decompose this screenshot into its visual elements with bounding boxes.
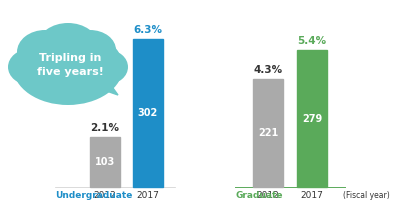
Ellipse shape <box>17 30 73 74</box>
Bar <box>253 79 283 187</box>
Text: 2.1%: 2.1% <box>91 123 120 132</box>
Bar <box>297 50 327 187</box>
Polygon shape <box>95 77 118 95</box>
Text: 6.3%: 6.3% <box>133 25 162 35</box>
Bar <box>133 39 163 187</box>
Ellipse shape <box>88 50 128 84</box>
Text: 2017: 2017 <box>301 191 324 200</box>
Text: 103: 103 <box>95 157 115 167</box>
Text: Tripling in
five years!: Tripling in five years! <box>36 53 103 77</box>
Text: 4.3%: 4.3% <box>253 65 283 75</box>
Text: 279: 279 <box>302 114 322 124</box>
Text: 302: 302 <box>138 108 158 118</box>
Text: 221: 221 <box>258 128 278 138</box>
Ellipse shape <box>28 66 72 98</box>
Ellipse shape <box>64 30 116 70</box>
Bar <box>90 137 120 187</box>
Ellipse shape <box>13 29 123 105</box>
Text: Undergraduate: Undergraduate <box>55 191 132 200</box>
Text: Graduate: Graduate <box>235 191 282 200</box>
Ellipse shape <box>68 67 108 97</box>
Ellipse shape <box>38 23 98 67</box>
Text: 2017: 2017 <box>137 191 160 200</box>
Text: 2012: 2012 <box>257 191 279 200</box>
Text: (Fiscal year): (Fiscal year) <box>343 191 390 200</box>
Text: 5.4%: 5.4% <box>297 36 327 46</box>
Ellipse shape <box>8 49 52 85</box>
Text: 2012: 2012 <box>93 191 116 200</box>
